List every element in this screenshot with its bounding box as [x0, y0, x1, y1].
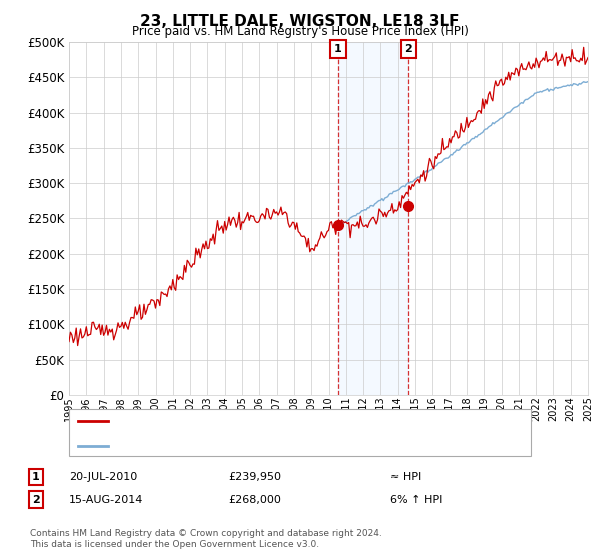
Text: 23, LITTLE DALE, WIGSTON, LE18 3LF: 23, LITTLE DALE, WIGSTON, LE18 3LF [140, 14, 460, 29]
Text: HPI: Average price, detached house, Oadby and Wigston: HPI: Average price, detached house, Oadb… [114, 441, 409, 451]
Text: 15-AUG-2014: 15-AUG-2014 [69, 494, 143, 505]
Text: 6% ↑ HPI: 6% ↑ HPI [390, 494, 442, 505]
Text: 2: 2 [404, 44, 412, 54]
Text: 20-JUL-2010: 20-JUL-2010 [69, 472, 137, 482]
Text: £239,950: £239,950 [228, 472, 281, 482]
Text: Contains HM Land Registry data © Crown copyright and database right 2024.
This d: Contains HM Land Registry data © Crown c… [30, 529, 382, 549]
Text: 23, LITTLE DALE, WIGSTON, LE18 3LF (detached house): 23, LITTLE DALE, WIGSTON, LE18 3LF (deta… [114, 416, 403, 426]
Bar [338, 42, 409, 395]
Text: 1: 1 [334, 44, 342, 54]
Text: £268,000: £268,000 [228, 494, 281, 505]
Text: 1: 1 [32, 472, 40, 482]
Text: Price paid vs. HM Land Registry's House Price Index (HPI): Price paid vs. HM Land Registry's House … [131, 25, 469, 38]
Text: 2: 2 [32, 494, 40, 505]
Text: ≈ HPI: ≈ HPI [390, 472, 421, 482]
